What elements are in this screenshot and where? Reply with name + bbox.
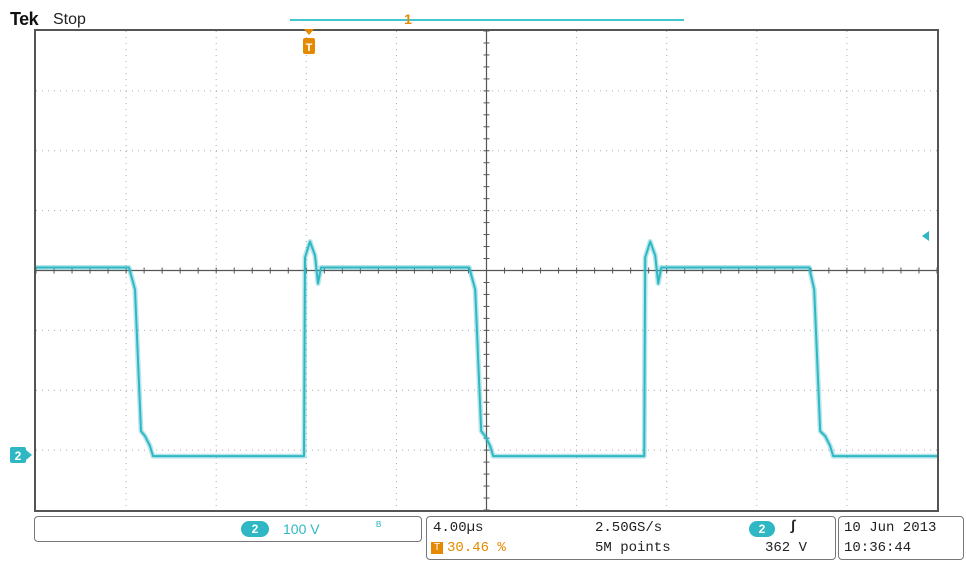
channel2-ground-label: 2 [15, 449, 22, 463]
channel2-ground-icon[interactable]: 2 [10, 447, 32, 463]
trigger-slope-icon: ∫ [789, 519, 798, 535]
bw-limit-icon: ᴮ [375, 520, 383, 534]
waveform-plot [36, 31, 937, 510]
sample-rate: 2.50GS/s [595, 520, 663, 536]
trigger-small-icon: T [431, 542, 443, 554]
channel-scale: 100 V [283, 521, 320, 537]
record-length: 5M points [595, 540, 671, 556]
trigger-level-icon[interactable] [919, 229, 933, 243]
record-trigger-marker: 1 [404, 11, 412, 27]
waveform-graticule[interactable] [34, 29, 939, 512]
brand-logo: Tek [10, 9, 39, 29]
trigger-position-label: T [306, 42, 313, 54]
date: 10 Jun 2013 [844, 520, 937, 536]
trigger-channel-badge: 2 [749, 521, 775, 537]
time: 10:36:44 [844, 540, 912, 556]
waveform-trace [36, 240, 937, 458]
channel-readout[interactable]: 2 100 V ᴮ [34, 516, 422, 542]
trigger-position-readout: T 30.46 % [431, 540, 506, 556]
datetime-readout: 10 Jun 2013 10:36:44 [838, 516, 964, 560]
acquisition-readout[interactable]: 4.00µs 2.50GS/s 2 ∫ T 30.46 % 5M points 3… [426, 516, 836, 560]
trigger-level: 362 V [765, 540, 808, 556]
record-view-bar [290, 19, 684, 21]
channel-badge: 2 [241, 521, 269, 537]
timebase: 4.00µs [433, 520, 484, 536]
run-status: Stop [53, 11, 86, 28]
trigger-position-value: 30.46 % [447, 540, 506, 556]
trigger-position-icon[interactable]: T [300, 29, 318, 57]
